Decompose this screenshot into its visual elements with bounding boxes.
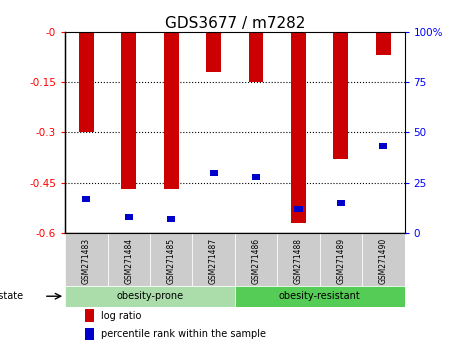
Bar: [291, 32, 306, 223]
Text: GSM271486: GSM271486: [252, 238, 260, 284]
Bar: [65, 286, 235, 307]
Bar: [320, 233, 362, 286]
Text: GSM271487: GSM271487: [209, 238, 218, 284]
Bar: [379, 143, 387, 149]
Bar: [82, 196, 90, 202]
Bar: [206, 32, 221, 72]
Bar: [150, 233, 193, 286]
Text: GSM271484: GSM271484: [124, 238, 133, 284]
Bar: [65, 233, 107, 286]
Bar: [107, 233, 150, 286]
Text: percentile rank within the sample: percentile rank within the sample: [101, 329, 266, 339]
Bar: [235, 286, 405, 307]
Bar: [235, 233, 277, 286]
Bar: [86, 327, 94, 341]
Bar: [193, 233, 235, 286]
Bar: [79, 32, 94, 132]
Bar: [249, 32, 264, 82]
Bar: [164, 32, 179, 189]
Bar: [121, 32, 136, 189]
Text: GSM271485: GSM271485: [166, 238, 176, 284]
Bar: [167, 216, 175, 222]
Text: disease state: disease state: [0, 291, 23, 301]
Bar: [210, 170, 218, 176]
Text: GSM271489: GSM271489: [336, 238, 345, 284]
Bar: [125, 214, 133, 220]
Text: GSM271488: GSM271488: [294, 239, 303, 284]
Text: obesity-resistant: obesity-resistant: [279, 291, 360, 301]
Bar: [337, 200, 345, 206]
Bar: [252, 173, 260, 179]
Bar: [277, 233, 319, 286]
Bar: [376, 32, 391, 55]
Text: obesity-prone: obesity-prone: [116, 291, 184, 301]
Text: GSM271483: GSM271483: [82, 238, 91, 284]
Bar: [333, 32, 348, 159]
Title: GDS3677 / m7282: GDS3677 / m7282: [165, 16, 305, 31]
Bar: [294, 206, 303, 212]
Bar: [362, 233, 405, 286]
Text: GSM271490: GSM271490: [379, 238, 388, 284]
Text: log ratio: log ratio: [101, 311, 141, 321]
Bar: [86, 309, 94, 322]
